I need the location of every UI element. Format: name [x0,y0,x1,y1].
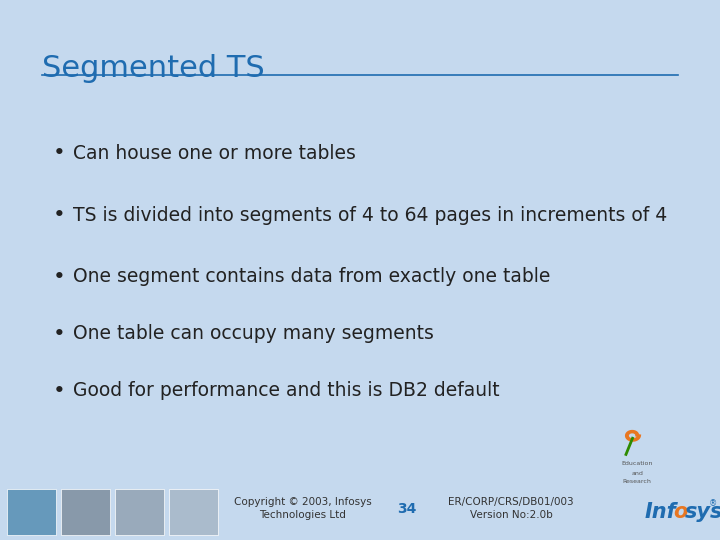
Text: One table can occupy many segments: One table can occupy many segments [73,325,434,343]
Text: and: and [631,470,643,476]
Text: TS is divided into segments of 4 to 64 pages in increments of 4: TS is divided into segments of 4 to 64 p… [73,206,667,225]
FancyBboxPatch shape [169,489,218,536]
Text: •: • [53,324,66,344]
Text: •: • [53,381,66,401]
Text: ®: ® [709,498,717,508]
Text: sys: sys [685,502,720,522]
Text: Good for performance and this is DB2 default: Good for performance and this is DB2 def… [73,381,500,401]
Text: •: • [53,143,66,164]
Text: •: • [53,205,66,225]
Text: •: • [53,267,66,287]
Text: Segmented TS: Segmented TS [42,53,265,83]
Text: Research: Research [623,479,652,484]
Text: Copyright © 2003, Infosys
Technologies Ltd: Copyright © 2003, Infosys Technologies L… [233,497,372,521]
Text: Can house one or more tables: Can house one or more tables [73,144,356,163]
FancyBboxPatch shape [115,489,164,536]
FancyBboxPatch shape [7,489,56,536]
Text: 34: 34 [397,502,416,516]
Text: ER/CORP/CRS/DB01/003
Version No:2.0b: ER/CORP/CRS/DB01/003 Version No:2.0b [449,497,574,521]
Text: Education: Education [621,461,653,467]
Text: One segment contains data from exactly one table: One segment contains data from exactly o… [73,267,551,286]
Text: Inf: Inf [644,502,676,522]
FancyBboxPatch shape [61,489,110,536]
Text: o: o [673,502,688,522]
